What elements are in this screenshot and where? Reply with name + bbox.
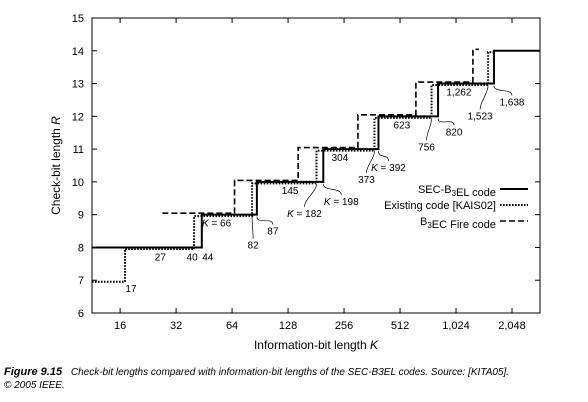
x-tick-label: 512 [391, 320, 409, 332]
series-line-3 [162, 48, 479, 214]
x-tick-label: 16 [114, 320, 126, 332]
annotation-label: 1,638 [499, 98, 524, 109]
annotation-label: 304 [332, 153, 349, 164]
x-tick-label: 32 [170, 320, 182, 332]
annotation-label: 820 [446, 127, 463, 138]
annotation-label: 1,262 [446, 88, 471, 99]
annotation-label: K = 198 [324, 197, 359, 208]
annotation-leader [479, 85, 489, 110]
x-tick-label: 128 [279, 320, 297, 332]
annotation-leader [378, 151, 389, 162]
annotation-leader [256, 216, 274, 225]
plot-area-border [91, 17, 541, 314]
annotation-label: K = 182 [287, 209, 322, 220]
annotation-leader [493, 85, 513, 96]
legend-label: SEC-B3EL code [418, 184, 496, 199]
copyright-text: © 2005 IEEE. [4, 380, 65, 391]
x-tick-label: 256 [335, 320, 353, 332]
legend-label: B3EC Fire code [420, 216, 496, 231]
annotation-label: 623 [394, 120, 411, 131]
annotation-leader [437, 118, 455, 126]
y-tick-label: 9 [78, 210, 84, 222]
figure-caption: Figure 9.15 Check-bit lengths compared w… [4, 366, 584, 392]
x-tick-label: 64 [226, 320, 238, 332]
caption-text: Check-bit lengths compared with informat… [70, 367, 510, 378]
y-tick-label: 11 [73, 144, 84, 156]
y-tick-label: 13 [72, 79, 84, 91]
annotation-leader [304, 183, 317, 207]
annotation-label: K = 66 [202, 219, 232, 230]
annotation-leader [322, 183, 342, 195]
series-line-2 [92, 51, 495, 283]
x-tick-label: 1,024 [442, 320, 470, 332]
annotation-label: K = 392 [371, 163, 406, 174]
annotation-label: 44 [202, 252, 214, 263]
x-axis-label: Information-bit length K [254, 338, 379, 352]
y-axis-label: Check-bit length R [49, 116, 63, 215]
annotation-label: 82 [248, 241, 260, 252]
y-tick-label: 7 [78, 275, 84, 287]
annotation-label: 756 [418, 142, 435, 153]
annotation-label: 145 [282, 186, 299, 197]
y-tick-label: 15 [72, 13, 84, 25]
annotation-label: 373 [358, 175, 375, 186]
axes: 6 7 8 9 10 11 12 13 14 15 16 32 64 128 256 512 1,024 2,04… [49, 13, 540, 352]
annotation-label: 17 [125, 284, 137, 295]
annotation-label: 1,523 [468, 112, 493, 123]
y-tick-label: 6 [78, 308, 84, 320]
annotation-leader [366, 151, 375, 174]
legend-label: Existing code [KAIS02] [384, 200, 496, 212]
annotation-label: 87 [267, 227, 279, 238]
y-tick-label: 10 [72, 177, 84, 189]
x-tick-label: 2,048 [498, 320, 526, 332]
figure-label: Figure 9.15 [4, 366, 63, 378]
series-group [92, 48, 540, 283]
annotation-label: 40 [187, 252, 199, 263]
y-tick-label: 12 [72, 111, 84, 123]
annotation-leader [251, 216, 254, 239]
y-tick-label: 8 [78, 242, 84, 254]
series-line-1 [92, 49, 540, 249]
y-tick-label: 14 [72, 46, 84, 58]
annotation-leader [426, 118, 432, 141]
annotation-label: 27 [155, 252, 167, 263]
plot-frame [91, 17, 541, 314]
